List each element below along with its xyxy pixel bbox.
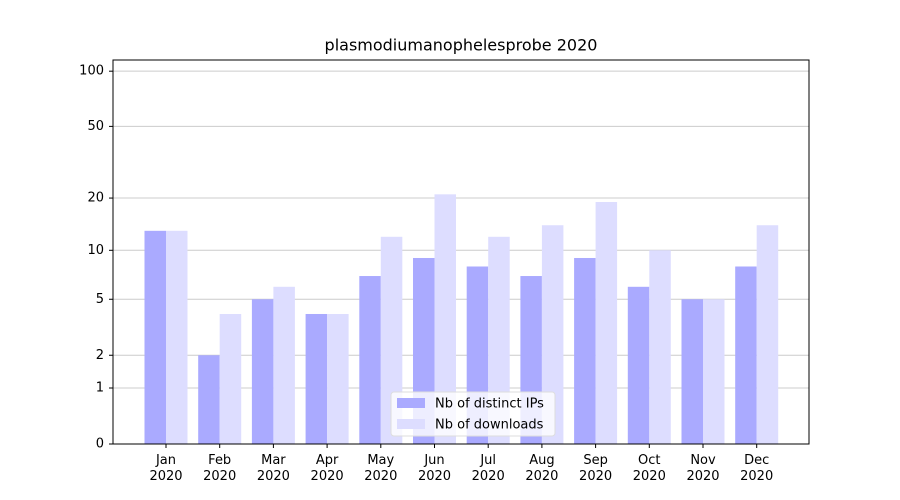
y-tick-label: 50 [87,119,104,134]
y-tick-label: 20 [87,191,104,206]
x-tick-label: Oct 2020 [632,453,666,484]
bar [574,257,596,444]
y-tick-label: 2 [96,348,104,363]
bar [251,299,274,444]
bar [703,299,725,444]
bar [627,286,650,444]
bar [595,202,618,444]
legend-label: Nb of distinct IPs [435,397,544,412]
x-tick-label: Jun 2020 [417,453,452,484]
legend-swatch [397,398,425,408]
bar [166,230,188,444]
x-tick-label: Nov 2020 [686,453,720,484]
y-tick-label: 10 [87,243,104,258]
bar [273,286,295,444]
chart-title: plasmodiumanophelesprobe 2020 [325,36,598,55]
bar [359,276,381,444]
bar [649,250,671,444]
bar [735,266,757,444]
x-tick-label: Feb 2020 [203,453,237,484]
x-tick-label: Apr 2020 [310,453,344,484]
x-tick-label: Dec 2020 [740,453,774,484]
legend-box [390,391,556,437]
bar [756,225,779,444]
x-tick-label: Jan 2020 [149,453,183,484]
bar [219,313,242,444]
bar [327,313,349,444]
x-tick-label: May 2020 [364,453,398,484]
bar [198,355,220,444]
bar [305,313,328,444]
y-tick-label: 5 [96,292,104,307]
bar [681,299,703,444]
legend-label: Nb of downloads [435,418,544,433]
x-tick-label: Aug 2020 [525,453,559,484]
y-tick-label: 0 [96,437,104,452]
plot-frame [112,59,810,445]
y-tick-label: 1 [96,381,104,396]
bar [541,225,564,444]
x-tick-label: Jul 2020 [471,453,505,484]
y-tick-label: 100 [79,64,104,79]
bar [434,194,456,444]
legend-swatch [397,419,425,429]
x-tick-label: Sep 2020 [579,453,613,484]
x-tick-label: Mar 2020 [256,453,290,484]
bar [144,230,166,444]
